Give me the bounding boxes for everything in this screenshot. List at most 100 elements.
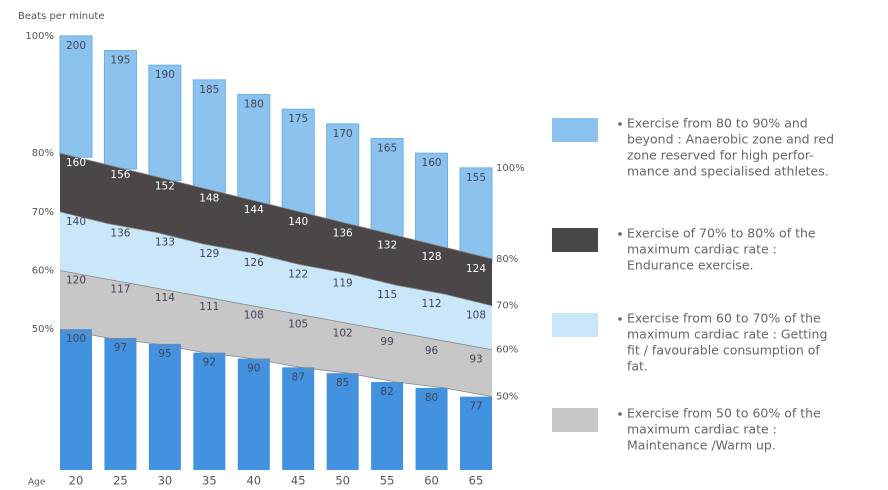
value-label: 148 bbox=[199, 192, 219, 204]
x-tick-label: 55 bbox=[380, 474, 395, 488]
x-tick-label: 35 bbox=[202, 474, 217, 488]
zone-line bbox=[59, 211, 493, 307]
x-tick-label: 65 bbox=[469, 474, 484, 488]
y-tick-label: 100% bbox=[25, 31, 54, 42]
value-label: 108 bbox=[244, 310, 264, 322]
max-bar bbox=[148, 64, 182, 182]
legend-text: Exercise from 60 to 70% of the bbox=[627, 311, 821, 326]
value-label: 136 bbox=[110, 228, 130, 240]
x-tick-label: 60 bbox=[424, 474, 439, 488]
value-label: 190 bbox=[155, 69, 175, 81]
x-tick-label: 20 bbox=[69, 474, 84, 488]
value-label: 111 bbox=[199, 301, 219, 313]
x-tick-label: 40 bbox=[246, 474, 261, 488]
legend-swatch bbox=[552, 228, 598, 252]
x-axis-label: Age bbox=[28, 478, 46, 488]
value-label: 140 bbox=[288, 216, 308, 228]
zone-line bbox=[59, 270, 493, 351]
value-label: 132 bbox=[377, 239, 397, 251]
y-right-tick-label: 70% bbox=[496, 301, 518, 312]
value-label: 128 bbox=[422, 251, 442, 263]
zone-line bbox=[59, 152, 493, 260]
value-label: 102 bbox=[333, 327, 353, 339]
value-label: 96 bbox=[425, 345, 439, 357]
legend-text: fit / favourable consumption of bbox=[627, 343, 820, 358]
value-label: 114 bbox=[155, 292, 175, 304]
value-label: 95 bbox=[158, 348, 171, 360]
value-label: 119 bbox=[333, 277, 353, 289]
x-tick-label: 50 bbox=[335, 474, 350, 488]
base-bar bbox=[282, 367, 315, 470]
legend-text: Maintenance /Warm up. bbox=[627, 438, 776, 453]
value-label: 105 bbox=[288, 319, 308, 331]
value-label: 160 bbox=[66, 157, 86, 169]
x-tick-label: 45 bbox=[291, 474, 306, 488]
y-right-tick-label: 100% bbox=[496, 163, 525, 174]
legend-text: Exercise of 70% to 80% of the bbox=[627, 226, 816, 241]
value-label: 90 bbox=[247, 363, 260, 375]
legend-bullet bbox=[618, 122, 622, 126]
legend-text: maximum cardiac rate : Getting bbox=[627, 327, 827, 342]
base-bar bbox=[415, 387, 448, 470]
legend-bullet bbox=[618, 317, 622, 321]
value-label: 93 bbox=[469, 354, 482, 366]
base-bar bbox=[193, 352, 226, 470]
y-tick-label: 70% bbox=[32, 207, 54, 218]
legend-text: Endurance exercise. bbox=[627, 258, 754, 273]
base-bar bbox=[104, 338, 137, 470]
value-label: 155 bbox=[466, 172, 486, 184]
value-label: 97 bbox=[114, 342, 127, 354]
value-label: 180 bbox=[244, 99, 264, 111]
legend-text: fat. bbox=[627, 359, 648, 374]
value-label: 165 bbox=[377, 143, 397, 155]
legend-bullet bbox=[618, 412, 622, 416]
value-label: 100 bbox=[66, 333, 86, 345]
value-label: 80 bbox=[425, 392, 438, 404]
y-axis-label: Beats per minute bbox=[18, 11, 105, 22]
value-label: 108 bbox=[466, 310, 486, 322]
zone-band bbox=[60, 211, 492, 350]
value-label: 136 bbox=[333, 228, 353, 240]
max-bar bbox=[326, 123, 360, 229]
value-label: 175 bbox=[288, 113, 308, 125]
legend-text: Exercise from 80 to 90% and bbox=[627, 116, 808, 131]
value-label: 133 bbox=[155, 236, 175, 248]
zone-band bbox=[60, 270, 492, 397]
value-label: 152 bbox=[155, 181, 175, 193]
value-label: 92 bbox=[203, 357, 216, 369]
legend-text: maximum cardiac rate : bbox=[627, 242, 777, 257]
y-right-tick-label: 80% bbox=[496, 254, 518, 265]
base-bar bbox=[148, 343, 181, 470]
value-label: 140 bbox=[66, 216, 86, 228]
max-bar bbox=[59, 35, 93, 158]
y-tick-label: 60% bbox=[32, 266, 54, 277]
value-label: 77 bbox=[469, 401, 482, 413]
legend-swatch bbox=[552, 408, 598, 432]
max-bar bbox=[370, 138, 404, 240]
value-label: 115 bbox=[377, 289, 397, 301]
x-tick-label: 25 bbox=[113, 474, 128, 488]
legend-text: beyond : Anaerobic zone and red bbox=[627, 132, 834, 147]
base-bar bbox=[460, 396, 492, 470]
value-label: 129 bbox=[199, 248, 219, 260]
legend-text: mance and specialised athletes. bbox=[627, 164, 829, 179]
value-label: 85 bbox=[336, 377, 349, 389]
value-label: 160 bbox=[422, 157, 442, 169]
legend-swatch bbox=[552, 118, 598, 142]
zone-line bbox=[59, 328, 493, 398]
legend-swatch bbox=[552, 313, 598, 337]
max-bar bbox=[192, 79, 226, 193]
y-right-tick-label: 50% bbox=[496, 392, 518, 403]
value-label: 170 bbox=[333, 128, 353, 140]
y-tick-label: 50% bbox=[32, 324, 54, 335]
max-bar bbox=[237, 94, 271, 205]
value-label: 99 bbox=[380, 336, 393, 348]
value-label: 200 bbox=[66, 40, 86, 52]
zone-band bbox=[60, 153, 492, 306]
base-bar bbox=[237, 358, 270, 470]
y-right-tick-label: 60% bbox=[496, 345, 518, 356]
value-label: 144 bbox=[244, 204, 264, 216]
value-label: 156 bbox=[110, 169, 130, 181]
x-tick-label: 30 bbox=[158, 474, 173, 488]
value-label: 195 bbox=[110, 55, 130, 67]
